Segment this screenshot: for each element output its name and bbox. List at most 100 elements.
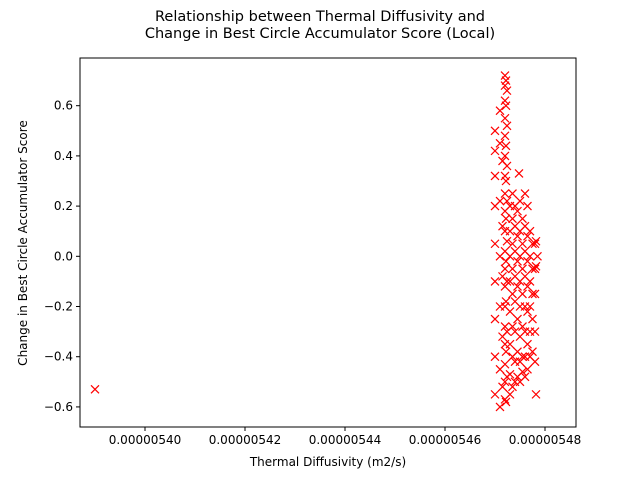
data-point [520, 189, 530, 198]
data-point [518, 239, 527, 249]
data-point [505, 389, 515, 399]
y-tick-label: −0.6 [44, 400, 73, 414]
plot-frame [79, 57, 577, 428]
data-point [525, 226, 535, 236]
data-point [508, 382, 517, 392]
data-point [498, 382, 507, 392]
data-point [518, 367, 527, 377]
data-point [500, 131, 510, 141]
data-point [495, 106, 505, 116]
data-point [508, 214, 517, 224]
data-point [513, 282, 522, 291]
data-point [528, 314, 537, 324]
data-point [530, 239, 540, 249]
data-point [495, 402, 505, 412]
data-point [502, 121, 512, 131]
data-point [513, 206, 522, 216]
data-point [514, 169, 524, 178]
data-point [502, 196, 512, 206]
data-point [518, 264, 527, 274]
y-tick-label: −0.2 [44, 300, 73, 314]
x-tick-label: 0.00000540 [109, 433, 182, 447]
data-point [523, 282, 532, 291]
data-point [500, 151, 510, 161]
data-point [500, 113, 510, 123]
x-tick-label: 0.00000548 [509, 433, 582, 447]
data-point [520, 372, 530, 382]
data-point [530, 264, 540, 274]
data-point [505, 339, 515, 349]
data-point [490, 171, 500, 181]
data-point [518, 352, 527, 362]
data-point [495, 138, 505, 148]
data-point [523, 364, 532, 374]
data-point [505, 369, 515, 379]
x-axis-label: Thermal Diffusivity (m2/s) [249, 455, 407, 469]
data-point [513, 314, 522, 324]
data-point [531, 236, 541, 246]
data-point [500, 377, 510, 387]
data-point [490, 314, 500, 324]
data-point [501, 347, 511, 357]
data-point [508, 289, 517, 299]
data-point [501, 141, 511, 151]
data-point [508, 239, 517, 249]
data-point [502, 161, 512, 171]
data-point [500, 264, 510, 274]
data-point [508, 322, 517, 332]
data-point [490, 276, 500, 286]
data-point [525, 276, 535, 286]
data-point [90, 384, 100, 394]
data-point [500, 322, 510, 332]
y-tick-label: 0.0 [54, 249, 73, 263]
chart-title-line-2: Change in Best Circle Accumulator Score … [144, 26, 496, 42]
data-point [528, 289, 537, 299]
data-point [501, 397, 511, 407]
data-point [498, 221, 507, 231]
data-point [490, 146, 500, 156]
data-point [500, 189, 510, 198]
data-point [505, 307, 515, 316]
y-axis-label: Change in Best Circle Accumulator Score [16, 120, 30, 366]
data-point [528, 347, 537, 357]
data-point [523, 231, 532, 241]
data-point [531, 389, 541, 399]
data-point [495, 196, 505, 206]
data-point [523, 256, 532, 266]
data-point [501, 76, 511, 86]
data-point [523, 201, 532, 211]
data-point [501, 256, 511, 266]
data-point [502, 86, 512, 96]
data-point [508, 264, 517, 274]
data-point [490, 239, 500, 249]
data-point [502, 236, 512, 246]
data-point [523, 339, 532, 349]
data-point [490, 389, 500, 399]
y-tick-label: 0.6 [54, 99, 73, 113]
data-point [530, 289, 540, 299]
data-point [515, 196, 525, 206]
data-point [530, 327, 540, 337]
data-point [518, 289, 527, 299]
data-point [525, 302, 535, 311]
chart-title-line-1: Relationship between Thermal Diffusivity… [155, 9, 485, 25]
data-point [525, 251, 535, 261]
data-point [501, 297, 511, 306]
data-point [518, 322, 527, 332]
x-tick-label: 0.00000546 [409, 433, 482, 447]
x-tick-label: 0.00000544 [309, 433, 382, 447]
y-tick-label: −0.4 [44, 350, 73, 364]
data-point [513, 256, 522, 266]
data-point [490, 126, 500, 136]
data-point [530, 357, 540, 367]
y-tick-label: 0.4 [54, 149, 73, 163]
y-tick-label: 0.2 [54, 199, 73, 213]
data-point [500, 359, 510, 369]
data-point [531, 261, 541, 271]
data-point [490, 352, 500, 362]
data-point [533, 251, 542, 261]
x-tick-label: 0.00000542 [209, 433, 282, 447]
data-point [502, 276, 512, 286]
